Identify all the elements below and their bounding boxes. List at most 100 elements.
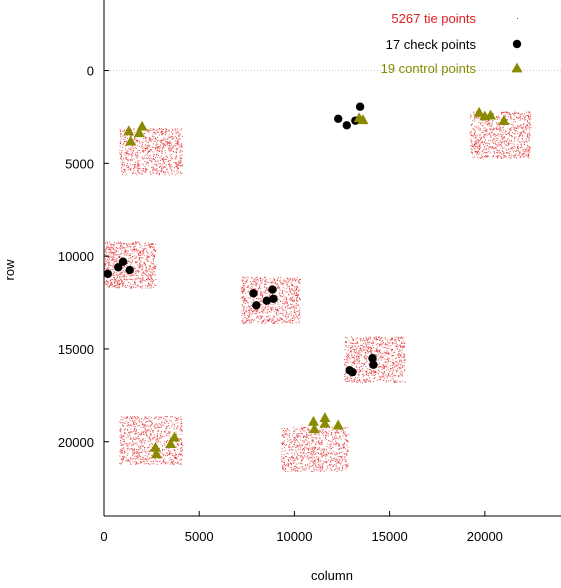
tie-point	[143, 168, 145, 170]
tie-point	[359, 360, 360, 362]
tie-point	[143, 138, 145, 140]
tie-point	[293, 439, 295, 441]
tie-point	[143, 450, 145, 452]
tie-point	[492, 156, 494, 158]
tie-point	[481, 151, 483, 152]
tie-point	[140, 447, 142, 449]
tie-point	[154, 457, 155, 459]
tie-point	[502, 131, 504, 133]
tie-point	[527, 145, 529, 147]
tie-point	[361, 369, 363, 371]
tie-point	[368, 375, 370, 377]
tie-point	[159, 128, 161, 130]
tie-point	[130, 445, 132, 447]
tie-point	[394, 358, 396, 359]
tie-point	[484, 137, 486, 138]
tie-point	[373, 337, 375, 339]
tie-point	[377, 379, 379, 381]
tie-point	[398, 357, 400, 359]
tie-point	[279, 300, 281, 302]
tie-point	[147, 283, 149, 285]
tie-point	[283, 454, 285, 456]
tie-point	[523, 143, 525, 145]
tie-point	[291, 288, 293, 290]
tie-point	[275, 309, 277, 311]
tie-point	[136, 458, 138, 460]
tie-point	[295, 451, 297, 453]
tie-point	[130, 263, 132, 265]
tie-point	[364, 355, 365, 357]
tie-point	[161, 422, 163, 424]
tie-point	[380, 366, 382, 368]
tie-point	[268, 306, 270, 307]
tie-point	[177, 144, 179, 146]
tie-point	[153, 261, 154, 263]
tie-point	[163, 133, 165, 135]
tie-point	[309, 452, 311, 454]
tie-point	[154, 417, 156, 418]
tie-point	[108, 267, 110, 269]
tie-point	[156, 441, 158, 443]
tie-point	[282, 444, 284, 446]
tie-point	[375, 336, 377, 338]
tie-point	[300, 432, 302, 434]
tie-point	[156, 168, 158, 169]
tie-point	[377, 343, 379, 344]
tie-point	[167, 424, 169, 426]
tie-point	[286, 430, 288, 432]
tie-point	[135, 461, 137, 463]
tie-point	[134, 138, 136, 140]
tie-point	[519, 134, 521, 136]
tie-point	[150, 443, 152, 444]
tie-point	[505, 116, 506, 118]
tie-point	[145, 171, 147, 173]
tie-point	[295, 314, 297, 316]
tie-point	[134, 416, 136, 418]
tie-point	[139, 458, 141, 460]
tie-point	[141, 421, 143, 422]
tie-point	[136, 261, 138, 263]
tie-point	[284, 315, 286, 317]
tie-point	[139, 261, 141, 263]
tie-point	[177, 444, 179, 446]
tie-point	[148, 265, 150, 267]
tie-point	[344, 359, 346, 361]
tie-point	[172, 415, 173, 417]
tie-point	[136, 433, 138, 435]
tie-point	[123, 458, 125, 460]
tie-point	[138, 277, 140, 279]
tie-point	[131, 274, 133, 276]
tie-point	[164, 423, 166, 424]
tie-point	[157, 427, 159, 429]
tie-point	[360, 381, 362, 383]
tie-point	[344, 427, 346, 429]
tie-point	[288, 298, 290, 300]
tie-point	[138, 266, 140, 268]
tie-point	[297, 445, 298, 447]
tie-point	[519, 126, 521, 128]
tie-point	[297, 300, 299, 302]
tie-point	[137, 435, 139, 437]
tie-point	[171, 156, 173, 158]
tie-point	[125, 457, 127, 459]
tie-point	[271, 309, 272, 311]
tie-point	[244, 303, 246, 304]
tie-point	[149, 151, 151, 152]
tie-point	[148, 447, 150, 449]
tie-point	[153, 287, 154, 289]
tie-point	[149, 158, 150, 160]
tie-point	[256, 291, 258, 293]
tie-point	[393, 354, 395, 356]
tie-point	[140, 460, 142, 462]
tie-point	[372, 345, 374, 346]
tie-point	[138, 425, 140, 427]
tie-point	[394, 345, 396, 347]
tie-point	[181, 154, 183, 156]
tie-point	[288, 307, 290, 309]
tie-point	[380, 379, 382, 381]
tie-point	[160, 131, 162, 133]
tie-point	[392, 359, 394, 361]
tie-point	[163, 128, 165, 130]
tie-point	[251, 312, 253, 314]
tie-point	[354, 377, 356, 378]
